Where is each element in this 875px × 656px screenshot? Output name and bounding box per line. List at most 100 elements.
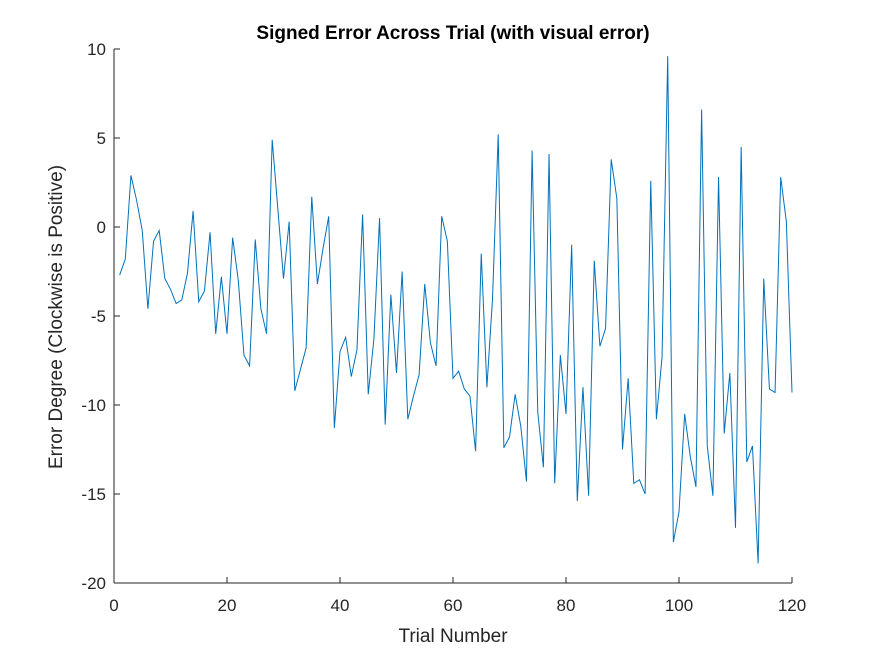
data-point — [436, 365, 437, 366]
data-point — [447, 241, 448, 242]
data-point — [289, 221, 290, 222]
data-point — [780, 177, 781, 178]
data-point — [323, 248, 324, 249]
data-point — [277, 209, 278, 210]
data-point — [227, 333, 228, 334]
data-point — [543, 467, 544, 468]
data-point — [396, 372, 397, 373]
data-point — [283, 278, 284, 279]
data-point — [633, 483, 634, 484]
data-point — [662, 356, 663, 357]
data-point — [385, 424, 386, 425]
data-point — [763, 278, 764, 279]
data-point — [368, 394, 369, 395]
data-point — [249, 365, 250, 366]
data-point — [204, 291, 205, 292]
data-point — [243, 355, 244, 356]
data-point — [645, 494, 646, 495]
data-point — [690, 456, 691, 457]
data-point — [238, 280, 239, 281]
data-point — [255, 239, 256, 240]
data-point — [407, 419, 408, 420]
x-tick-label: 120 — [778, 596, 806, 615]
data-point — [419, 374, 420, 375]
data-point — [328, 216, 329, 217]
data-point — [340, 351, 341, 352]
data-point — [317, 283, 318, 284]
data-point — [221, 276, 222, 277]
data-point — [701, 109, 702, 110]
data-point — [458, 371, 459, 372]
data-point — [311, 196, 312, 197]
data-point — [181, 299, 182, 300]
data-point — [430, 342, 431, 343]
data-point — [362, 214, 363, 215]
data-point — [373, 339, 374, 340]
data-point — [424, 283, 425, 284]
data-point — [718, 177, 719, 178]
data-point — [577, 501, 578, 502]
data-point — [616, 198, 617, 199]
data-point — [582, 387, 583, 388]
data-point — [260, 308, 261, 309]
data-point — [639, 479, 640, 480]
data-point — [656, 419, 657, 420]
data-point — [334, 428, 335, 429]
data-point — [684, 413, 685, 414]
data-point — [498, 134, 499, 135]
data-point — [492, 298, 493, 299]
data-point — [136, 200, 137, 201]
data-point — [306, 348, 307, 349]
y-tick-label: 10 — [87, 40, 106, 59]
data-point — [724, 433, 725, 434]
series-line-1 — [119, 56, 793, 564]
data-point — [599, 346, 600, 347]
data-point — [469, 396, 470, 397]
x-tick-label: 20 — [218, 596, 237, 615]
data-point — [526, 481, 527, 482]
data-point — [464, 388, 465, 389]
data-point — [170, 289, 171, 290]
data-series — [119, 56, 793, 564]
data-point — [594, 260, 595, 261]
data-point — [628, 378, 629, 379]
chart-title: Signed Error Across Trial (with visual e… — [256, 23, 649, 44]
data-point — [566, 413, 567, 414]
data-point — [650, 180, 651, 181]
x-tick-label: 80 — [557, 596, 576, 615]
data-point — [159, 230, 160, 231]
data-point — [130, 175, 131, 176]
data-point — [142, 230, 143, 231]
data-point — [232, 237, 233, 238]
data-point — [554, 483, 555, 484]
y-axis-label: Error Degree (Clockwise is Positive) — [46, 165, 67, 469]
data-point — [549, 154, 550, 155]
data-point — [379, 218, 380, 219]
data-point — [215, 333, 216, 334]
data-point — [503, 447, 504, 448]
data-point — [390, 294, 391, 295]
y-tick-label: -5 — [91, 307, 106, 326]
y-tick-label: 0 — [97, 218, 106, 237]
data-point — [729, 372, 730, 373]
x-axis-label: Trial Number — [398, 626, 508, 647]
data-point — [187, 273, 188, 274]
data-point — [752, 445, 753, 446]
x-tick-label: 0 — [109, 596, 118, 615]
data-point — [786, 221, 787, 222]
data-point — [537, 412, 538, 413]
data-point — [453, 378, 454, 379]
data-point — [294, 390, 295, 391]
data-point — [605, 328, 606, 329]
x-tick-label: 100 — [665, 596, 693, 615]
data-point — [775, 392, 776, 393]
data-point — [351, 376, 352, 377]
data-point — [758, 563, 759, 564]
data-point — [611, 159, 612, 160]
data-point — [164, 278, 165, 279]
data-point — [571, 244, 572, 245]
data-point — [125, 259, 126, 260]
data-point — [147, 308, 148, 309]
data-point — [441, 216, 442, 217]
